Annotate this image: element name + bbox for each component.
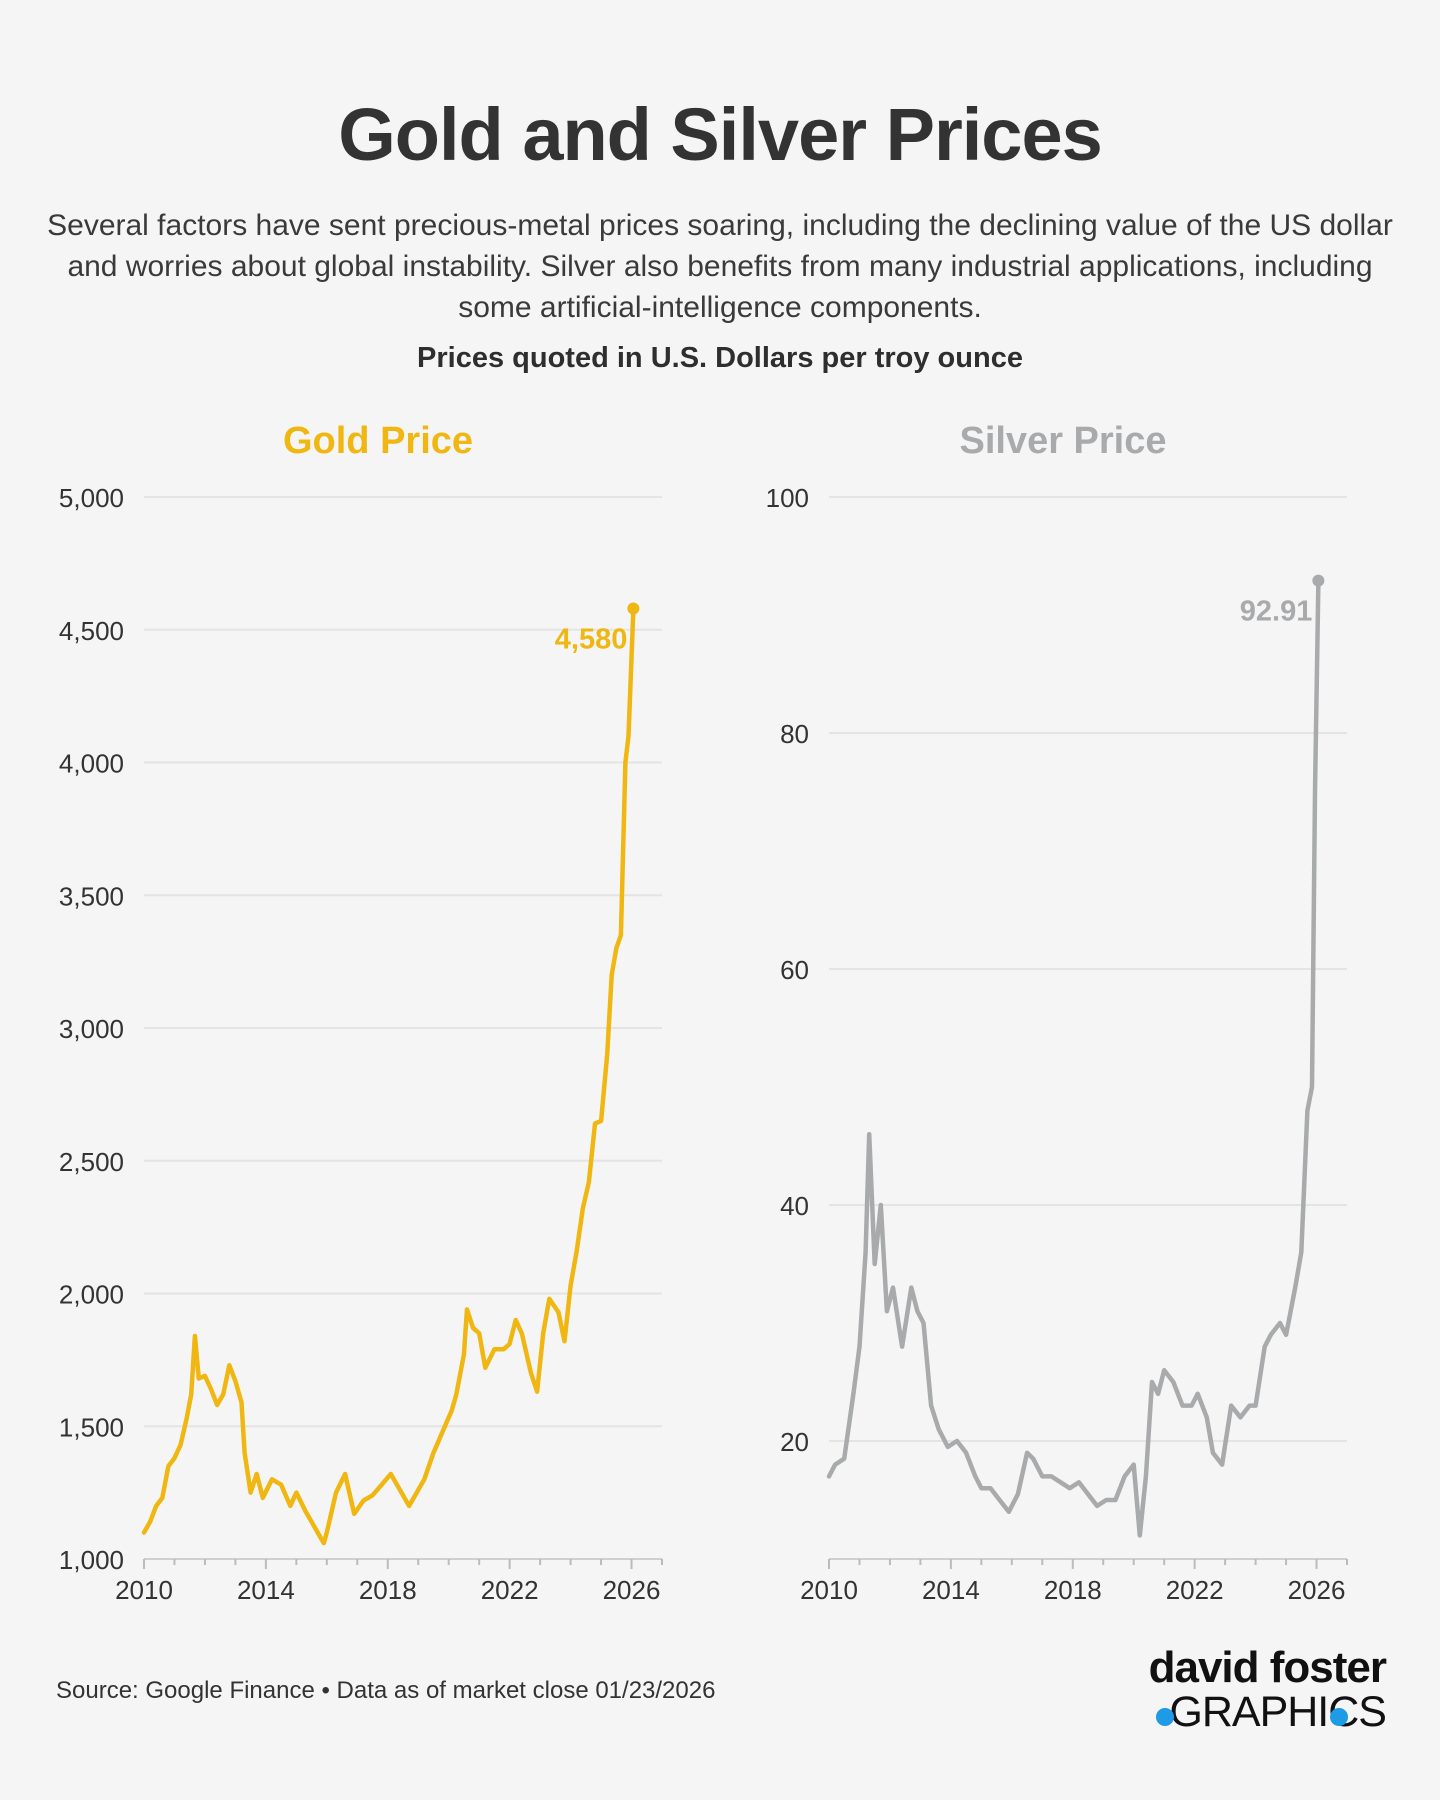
y-tick-label: 4,500	[59, 616, 124, 646]
gold-chart: Gold Price 1,000 1,500 2,000 2,500 3,000 3,500…	[59, 420, 663, 1605]
logo-line1: david foster	[1148, 1643, 1387, 1692]
end-value-label: 4,580	[555, 624, 628, 656]
x-tick-label: 2026	[1288, 1575, 1346, 1605]
series-line	[141, 606, 636, 1546]
y-tick-label: 80	[780, 719, 809, 749]
y-tick-label: 1,000	[59, 1545, 124, 1575]
x-tick-label: 2022	[1166, 1575, 1224, 1605]
end-value-label: 92.91	[1240, 596, 1313, 628]
x-tick-label: 2022	[481, 1575, 539, 1605]
y-tick-label: 2,000	[59, 1280, 124, 1310]
brand-logo: david foster GRAPHICS	[1146, 1643, 1387, 1736]
x-tick-label: 2010	[800, 1575, 858, 1605]
y-tick-label: 3,000	[59, 1014, 124, 1044]
x-tick-label: 2014	[922, 1575, 980, 1605]
end-point	[1312, 574, 1325, 587]
units-note: Prices quoted in U.S. Dollars per troy o…	[417, 342, 1023, 374]
page-subtitle: Several factors have sent precious-metal…	[47, 209, 1393, 324]
source-note: Source: Google Finance • Data as of mark…	[56, 1677, 716, 1704]
y-tick-label: 100	[766, 483, 809, 513]
y-tick-label: 5,000	[59, 483, 124, 513]
logo-dot-icon	[1330, 1708, 1348, 1726]
silver-chart: Silver Price 20 40 60 80 100 2010 2014 2018 2022 2…	[766, 420, 1348, 1605]
series-line	[826, 578, 1321, 1538]
x-tick-label: 2026	[603, 1575, 661, 1605]
y-tick-label: 1,500	[59, 1412, 124, 1442]
x-tick-label: 2014	[237, 1575, 295, 1605]
end-point	[627, 602, 640, 615]
logo-dot-icon	[1156, 1708, 1174, 1726]
x-tick-label: 2018	[1044, 1575, 1102, 1605]
x-tick-label: 2010	[115, 1575, 173, 1605]
y-tick-label: 4,000	[59, 749, 124, 779]
y-tick-label: 3,500	[59, 881, 124, 911]
y-tick-label: 60	[780, 955, 809, 985]
y-tick-label: 2,500	[59, 1147, 124, 1177]
page-title: Gold and Silver Prices	[338, 93, 1103, 176]
y-tick-label: 20	[780, 1427, 809, 1457]
x-tick-label: 2018	[359, 1575, 417, 1605]
chart-title: Silver Price	[959, 420, 1166, 462]
chart-title: Gold Price	[283, 420, 473, 462]
y-tick-label: 40	[780, 1191, 809, 1221]
logo-line2: GRAPHICS	[1169, 1688, 1387, 1736]
